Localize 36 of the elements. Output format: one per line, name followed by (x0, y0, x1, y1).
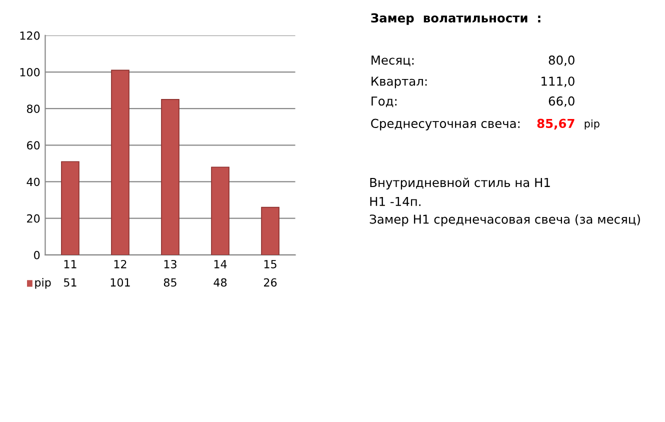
text: Квартал: (372, 76, 427, 88)
text: Среднесуточная свеча: (371, 118, 520, 130)
bar (211, 166, 230, 255)
y-tick-label: 20 (27, 214, 40, 223)
data-label: 51 (64, 278, 76, 287)
text: pip (584, 119, 600, 130)
x-tick-label: 14 (214, 260, 227, 268)
text: Год: (372, 96, 396, 108)
text: H1 -14п. (370, 197, 420, 206)
x-tick-label: 13 (164, 260, 176, 268)
x-tick-label: 15 (264, 260, 276, 268)
bar (111, 70, 130, 255)
text: 66,0 (548, 96, 574, 107)
y-tick-label: 60 (26, 141, 40, 150)
y-tick-label: 40 (26, 178, 40, 186)
text: Замер H1 среднечасовая свеча (за месяц) (370, 214, 640, 226)
text: 80,0 (548, 55, 574, 66)
x-tick-label: 11 (64, 260, 76, 268)
data-label: 101 (110, 278, 130, 287)
y-tick-label: 120 (20, 31, 40, 40)
text: 85,67 (537, 118, 574, 130)
x-tick-label: 12 (114, 260, 126, 268)
legend-label: pip (35, 278, 51, 289)
data-label: 48 (214, 278, 227, 287)
text: Внутридневной стиль на H1 (370, 178, 550, 190)
bar (61, 161, 80, 255)
text: 111,0 (542, 76, 574, 88)
y-tick-label: 100 (20, 68, 40, 76)
text: Замер волатильности : (371, 13, 540, 25)
y-tick-label: 0 (34, 250, 40, 260)
data-label: 85 (164, 278, 176, 287)
bar (161, 99, 180, 255)
bar (261, 206, 280, 255)
data-label: 26 (264, 278, 277, 287)
text: Месяц: (372, 56, 414, 66)
y-tick-label: 80 (26, 104, 40, 113)
